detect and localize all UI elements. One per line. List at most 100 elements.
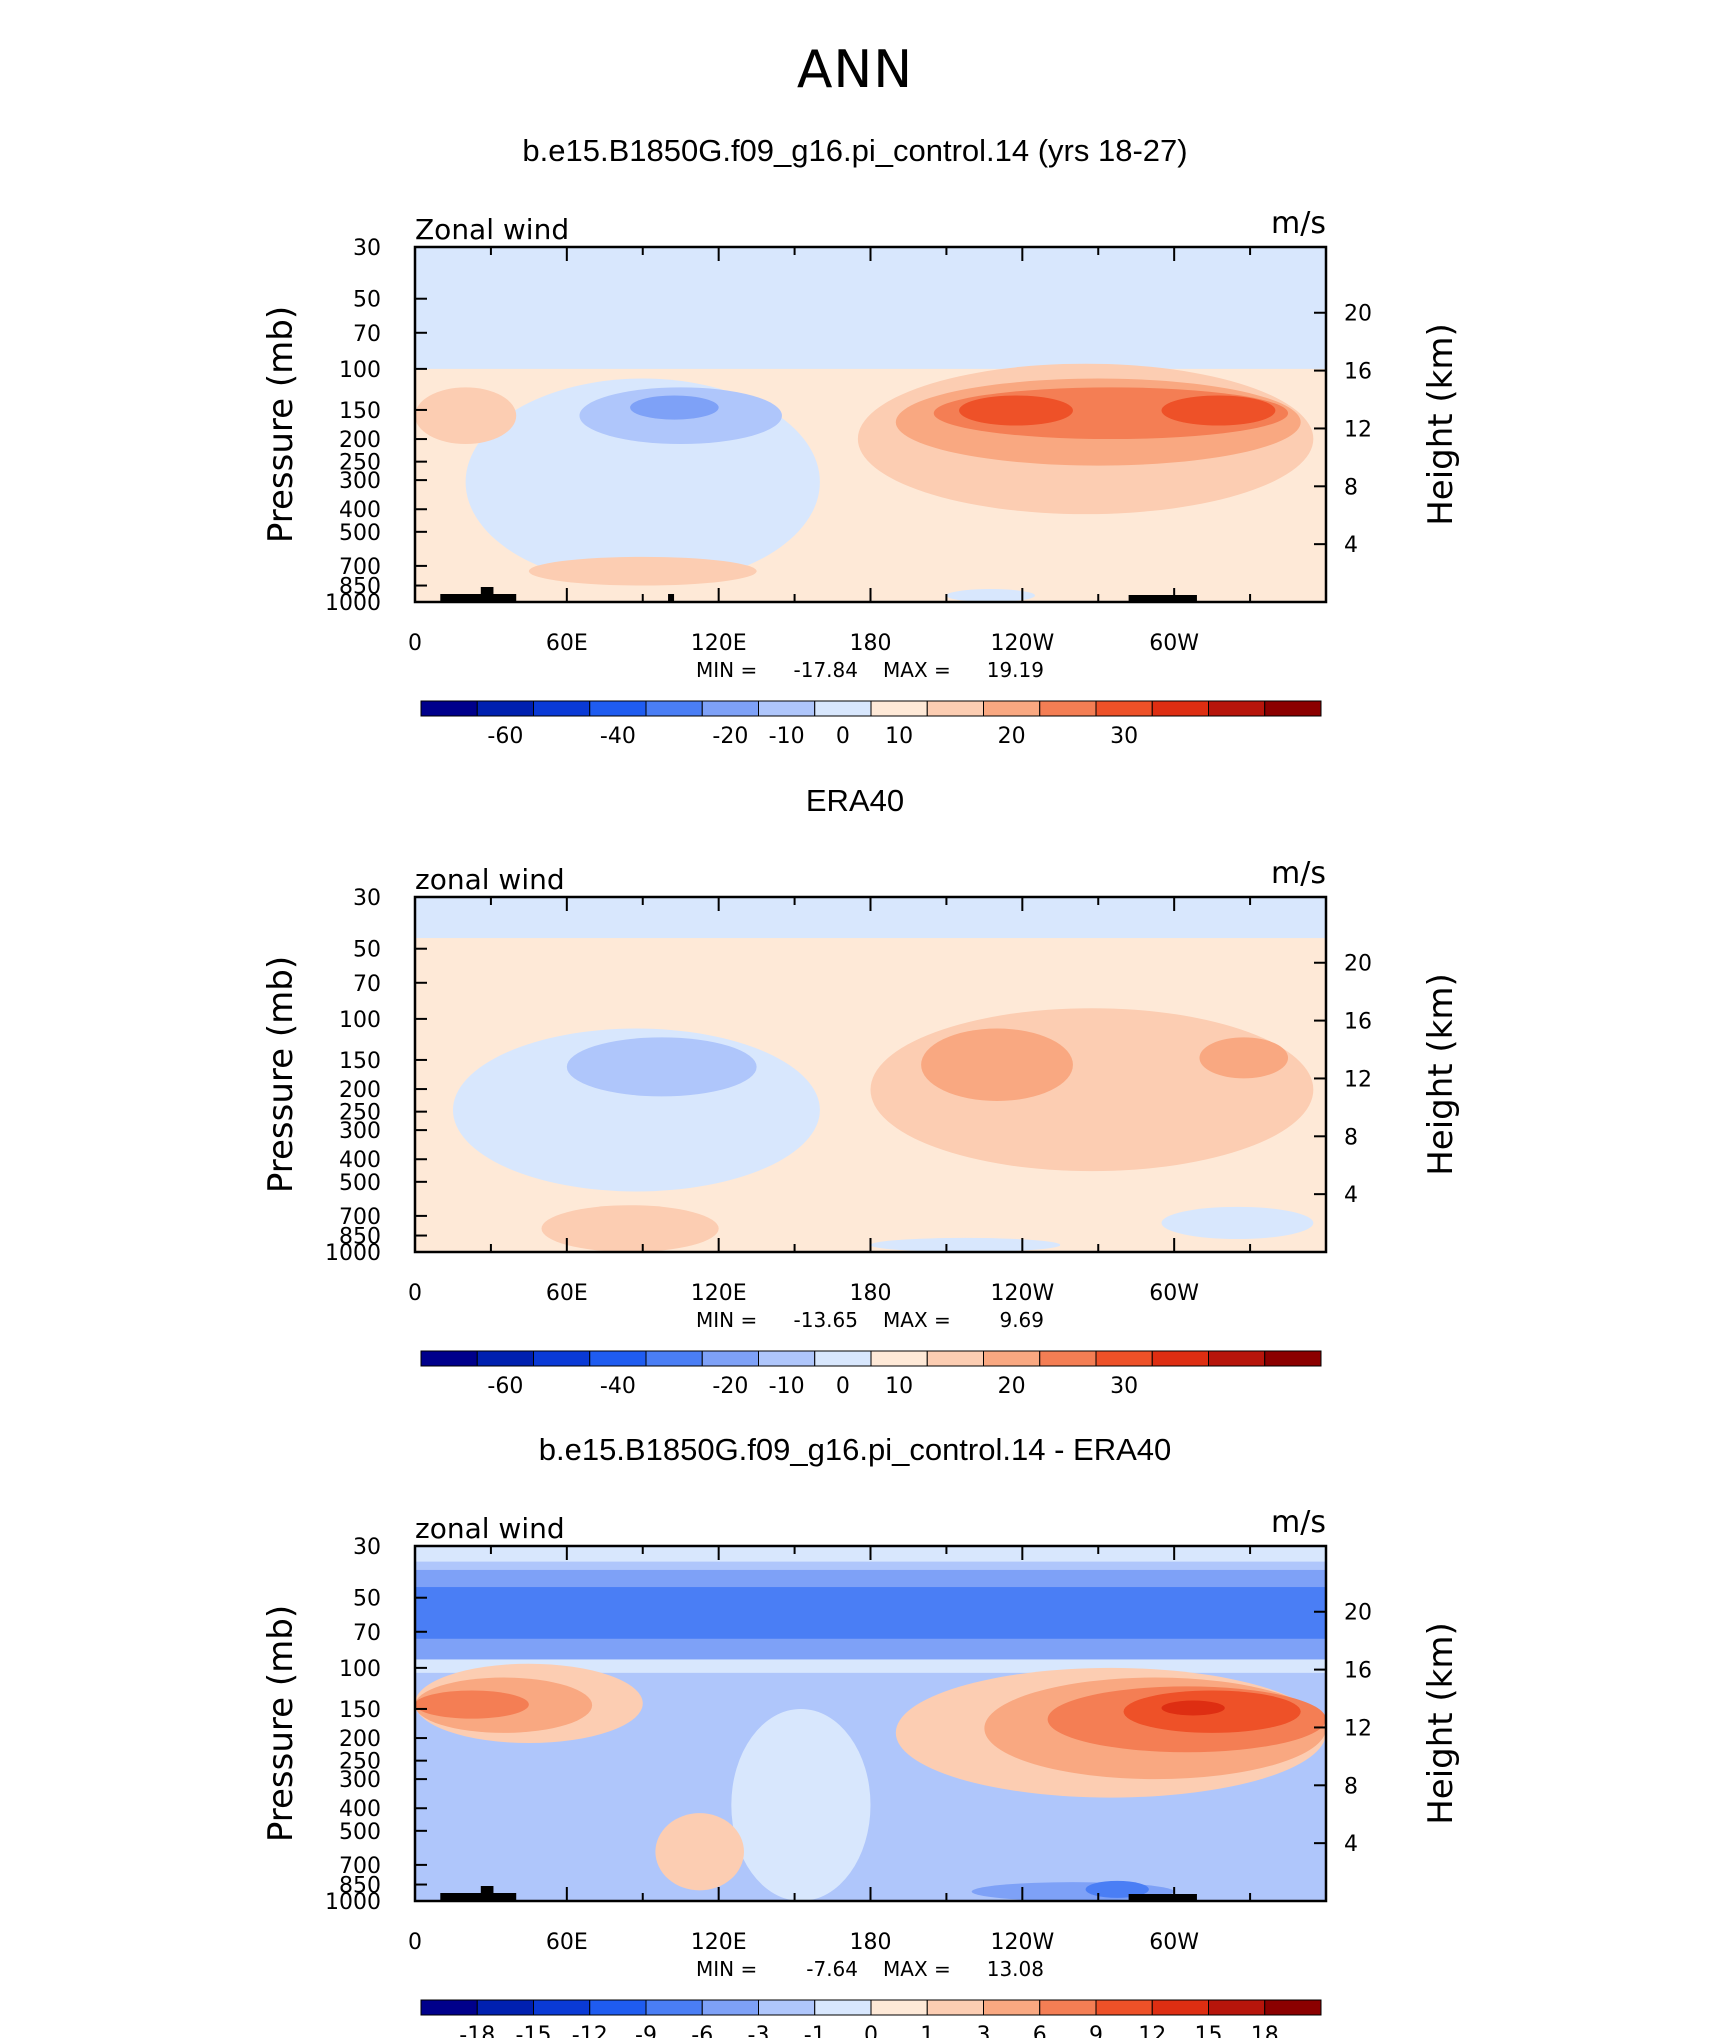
- colorbar-swatch: [701, 1350, 759, 1367]
- contour-region: [959, 395, 1073, 426]
- y-tick-label: 100: [339, 358, 381, 383]
- colorbar-label: -3: [748, 2023, 770, 2038]
- colorbar-swatch: [476, 1350, 534, 1367]
- contour-region: [1161, 1206, 1314, 1240]
- colorbar-label: -60: [487, 724, 523, 749]
- colorbar-label: 9: [1089, 2023, 1103, 2038]
- min-label: MIN =: [696, 658, 757, 682]
- y-right-tick-label: 12: [1344, 1716, 1372, 1741]
- colorbar-swatch: [1151, 1999, 1209, 2016]
- colorbar-swatch: [645, 700, 703, 717]
- max-label: MAX =: [883, 1957, 951, 1981]
- colorbar-label: 20: [998, 724, 1026, 749]
- y-tick-label: 400: [339, 1148, 381, 1173]
- contour-region: [731, 1708, 871, 1901]
- colorbar-swatch: [870, 1350, 928, 1367]
- colorbar: -18 -15 -12 -9 -6 -3 -1 0 1 3 6 9 12 15 18: [420, 1999, 1322, 2038]
- x-tick-label: 60E: [546, 1281, 588, 1306]
- colorbar-label: 10: [885, 1374, 913, 1399]
- units-label: m/s: [1271, 856, 1326, 891]
- colorbar-swatch: [589, 1999, 647, 2016]
- y-right-axis-label: Height (km): [1421, 1622, 1461, 1825]
- contour-region: [1199, 1037, 1289, 1079]
- y-tick-label: 1000: [325, 1890, 381, 1915]
- colorbar-label: 3: [977, 2023, 991, 2038]
- y-tick-label: 1000: [325, 1241, 381, 1266]
- colorbar-swatch: [533, 1999, 591, 2016]
- colorbar-swatch: [1264, 1350, 1322, 1367]
- colorbar-label: -20: [712, 724, 748, 749]
- colorbar-swatch: [814, 1999, 872, 2016]
- y-tick-label: 70: [353, 972, 381, 997]
- x-tick-label: 0: [408, 1281, 422, 1306]
- colorbar-swatch: [476, 1999, 534, 2016]
- contour-region: [1085, 1880, 1149, 1898]
- y-tick-label: 250: [339, 451, 381, 476]
- x-tick-label: 180: [850, 1930, 892, 1955]
- contour-fill: [415, 363, 1326, 602]
- variable-label: zonal wind: [415, 863, 565, 896]
- colorbar-swatch: [926, 1999, 984, 2016]
- colorbar-label: -20: [712, 1374, 748, 1399]
- colorbar-swatch: [1208, 1350, 1266, 1367]
- topography-block: [1128, 595, 1197, 602]
- colorbar-swatch: [533, 700, 591, 717]
- y-right-tick-label: 20: [1344, 302, 1372, 327]
- colorbar-label: -18: [459, 2023, 495, 2038]
- y-right-tick-label: 16: [1344, 360, 1372, 385]
- x-tick-label: 120W: [990, 631, 1054, 656]
- colorbar-swatch: [1151, 700, 1209, 717]
- colorbar-label: -6: [691, 2023, 713, 2038]
- y-tick-label: 300: [339, 469, 381, 494]
- y-tick-label: 300: [339, 1768, 381, 1793]
- max-value: 13.08: [987, 1957, 1044, 1981]
- y-tick-label: 200: [339, 1727, 381, 1752]
- max-value: 9.69: [999, 1308, 1044, 1332]
- y-tick-label: 30: [353, 886, 381, 911]
- y-right-tick-label: 16: [1344, 1010, 1372, 1035]
- x-tick-label: 0: [408, 631, 422, 656]
- contour-region: [415, 1690, 529, 1719]
- colorbar-label: -40: [600, 1374, 636, 1399]
- topography-block: [440, 1893, 517, 1901]
- colorbar-label: 20: [998, 1374, 1026, 1399]
- x-tick-label: 180: [850, 1281, 892, 1306]
- y-right-axis-label: Height (km): [1421, 323, 1461, 526]
- colorbar-label: -60: [487, 1374, 523, 1399]
- colorbar-label: -40: [600, 724, 636, 749]
- colorbar-swatch: [645, 1999, 703, 2016]
- page-title: ANN: [796, 40, 914, 100]
- colorbar-swatch: [758, 1350, 816, 1367]
- colorbar-swatch: [1039, 1350, 1097, 1367]
- y-right-tick-label: 4: [1344, 533, 1358, 558]
- colorbar-swatch: [983, 1999, 1041, 2016]
- y-right-tick-label: 4: [1344, 1183, 1358, 1208]
- y-axis-label: Pressure (mb): [261, 1605, 301, 1842]
- y-tick-label: 250: [339, 1750, 381, 1775]
- colorbar-swatch: [983, 700, 1041, 717]
- y-tick-label: 700: [339, 1854, 381, 1879]
- colorbar-swatch: [1039, 700, 1097, 717]
- min-label: MIN =: [696, 1308, 757, 1332]
- colorbar-swatch: [1095, 1999, 1153, 2016]
- colorbar-label: -10: [769, 1374, 805, 1399]
- y-tick-label: 100: [339, 1657, 381, 1682]
- y-tick-label: 250: [339, 1101, 381, 1126]
- max-value: 19.19: [987, 658, 1044, 682]
- y-axis-label: Pressure (mb): [261, 306, 301, 543]
- y-tick-label: 70: [353, 1621, 381, 1646]
- colorbar-swatch: [1095, 1350, 1153, 1367]
- min-value: -7.64: [806, 1957, 858, 1981]
- contour-fill: [415, 1561, 1326, 1901]
- colorbar-swatch: [1095, 700, 1153, 717]
- contour-region: [870, 1237, 1061, 1252]
- contour-region: [630, 395, 719, 420]
- contour-fill: [415, 938, 1326, 1252]
- min-label: MIN =: [696, 1957, 757, 1981]
- y-right-tick-label: 20: [1344, 1601, 1372, 1626]
- colorbar-swatch: [814, 700, 872, 717]
- max-label: MAX =: [883, 1308, 951, 1332]
- y-tick-label: 1000: [325, 591, 381, 616]
- colorbar-label: -1: [804, 2023, 826, 2038]
- y-tick-label: 70: [353, 322, 381, 347]
